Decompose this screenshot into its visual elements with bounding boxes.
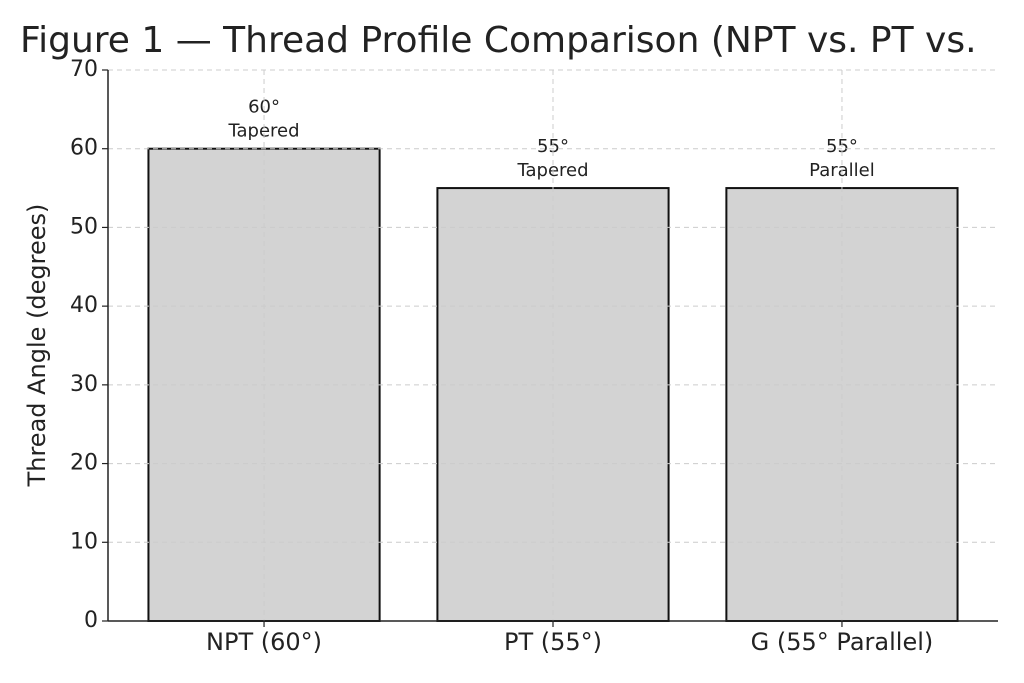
- y-axis-label: Thread Angle (degrees): [23, 204, 51, 488]
- y-tick-label: 40: [70, 293, 98, 318]
- y-tick-label: 60: [70, 136, 98, 161]
- x-tick-label: NPT (60°): [206, 628, 322, 656]
- y-tick-label: 30: [70, 372, 98, 397]
- y-tick-label: 10: [70, 529, 98, 554]
- y-tick-label: 20: [70, 451, 98, 476]
- x-tick-label: G (55° Parallel): [751, 628, 934, 656]
- y-tick-label: 70: [70, 57, 98, 82]
- y-tick-label: 0: [84, 608, 98, 633]
- data-label-line: Tapered: [228, 121, 300, 142]
- chart-title: Figure 1 — Thread Profile Comparison (NP…: [20, 20, 977, 61]
- x-tick-label: PT (55°): [504, 628, 602, 656]
- y-tick-label: 50: [70, 214, 98, 239]
